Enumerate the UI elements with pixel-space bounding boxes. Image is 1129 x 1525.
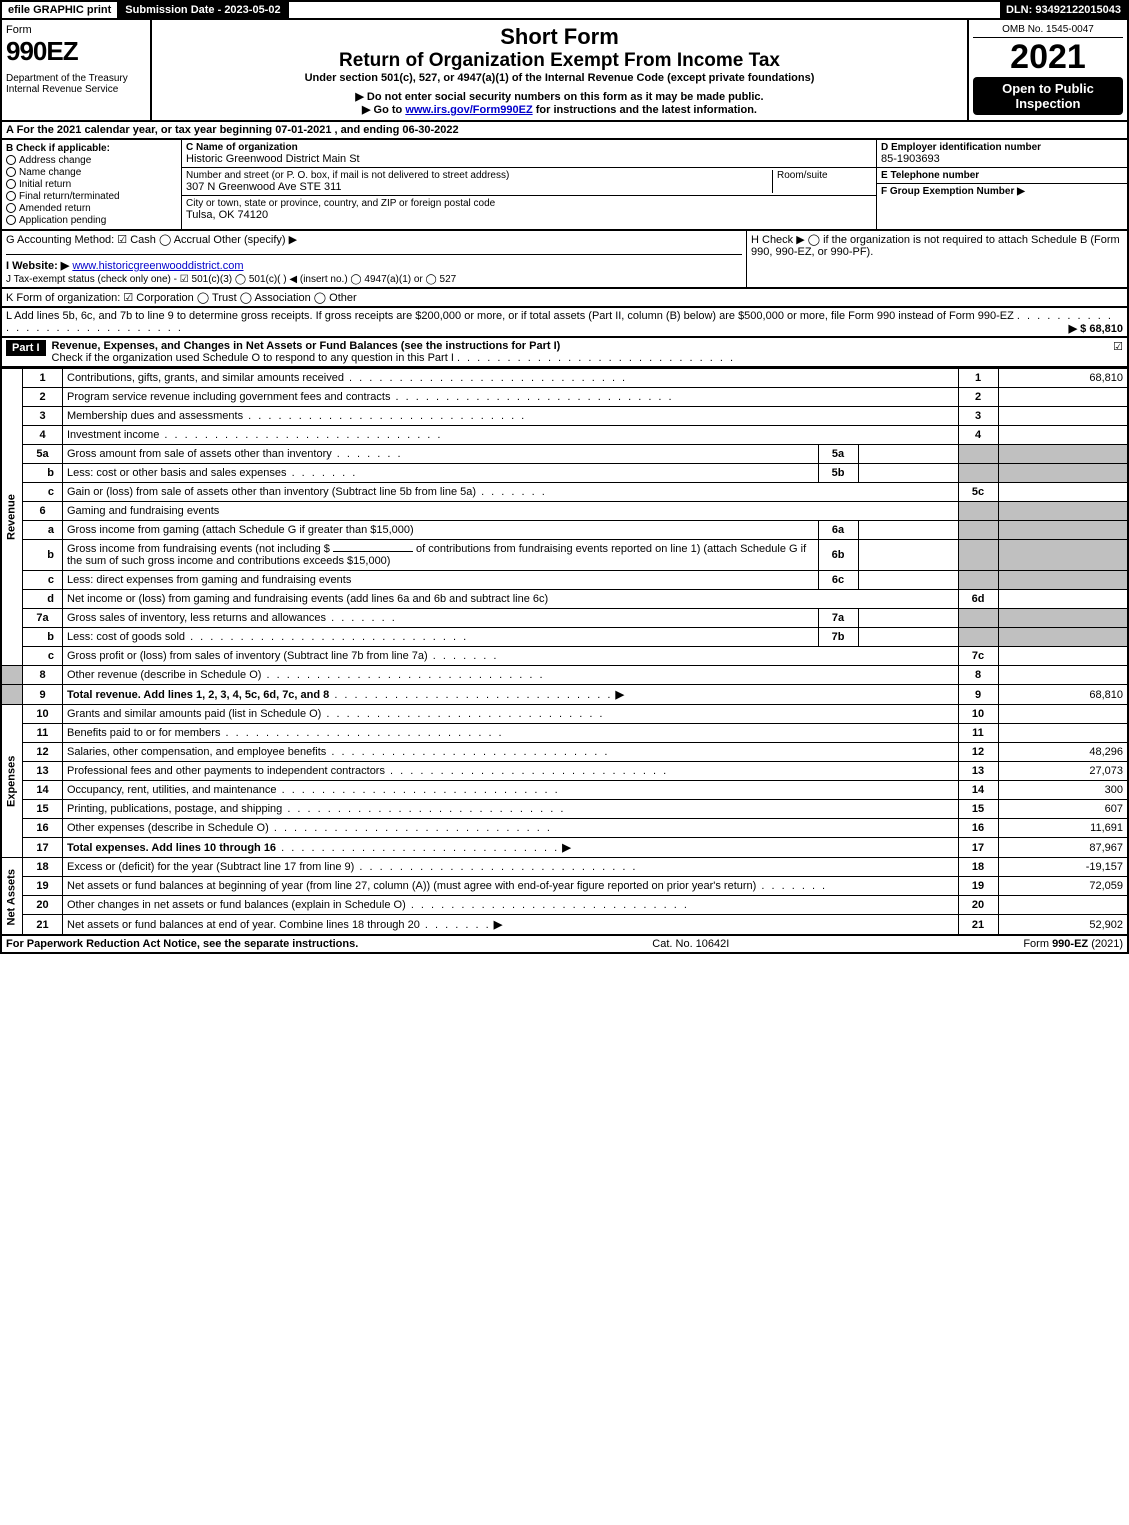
part-1-check[interactable]: ☑ xyxy=(1103,340,1123,353)
b-label: B Check if applicable: xyxy=(6,143,177,154)
j-status: J Tax-exempt status (check only one) - ☑… xyxy=(6,274,742,285)
top-bar: efile GRAPHIC print Submission Date - 20… xyxy=(0,0,1129,20)
table-row: 11 Benefits paid to or for members 11 xyxy=(1,724,1128,743)
table-row: 3 Membership dues and assessments 3 xyxy=(1,407,1128,426)
footer: For Paperwork Reduction Act Notice, see … xyxy=(0,936,1129,954)
section-a: A For the 2021 calendar year, or tax yea… xyxy=(0,122,1129,140)
i-website: I Website: ▶ www.historicgreenwooddistri… xyxy=(6,259,742,272)
note-1: ▶ Do not enter social security numbers o… xyxy=(156,90,963,103)
table-row: Net Assets 18 Excess or (deficit) for th… xyxy=(1,858,1128,877)
part-1-label: Part I xyxy=(6,340,46,356)
financial-table: Revenue 1 Contributions, gifts, grants, … xyxy=(0,368,1129,936)
h-check: H Check ▶ ◯ if the organization is not r… xyxy=(747,231,1127,287)
open-public: Open to Public Inspection xyxy=(973,77,1123,115)
efile-label: efile GRAPHIC print xyxy=(2,2,119,18)
addr-row: Number and street (or P. O. box, if mail… xyxy=(182,168,876,196)
section-b-row: B Check if applicable: Address change Na… xyxy=(0,140,1129,231)
table-row: 6 Gaming and fundraising events xyxy=(1,502,1128,521)
opt-pending[interactable]: Application pending xyxy=(6,215,177,226)
footer-left: For Paperwork Reduction Act Notice, see … xyxy=(6,938,358,950)
title-sub: Under section 501(c), 527, or 4947(a)(1)… xyxy=(156,72,963,84)
website-link[interactable]: www.historicgreenwooddistrict.com xyxy=(72,260,243,272)
table-row: 5a Gross amount from sale of assets othe… xyxy=(1,445,1128,464)
table-row: 21 Net assets or fund balances at end of… xyxy=(1,915,1128,936)
table-row: b Gross income from fundraising events (… xyxy=(1,540,1128,571)
table-row: a Gross income from gaming (attach Sched… xyxy=(1,521,1128,540)
header-right: OMB No. 1545-0047 2021 Open to Public In… xyxy=(967,20,1127,120)
footer-center: Cat. No. 10642I xyxy=(358,938,1023,950)
dln: DLN: 93492122015043 xyxy=(1000,2,1127,18)
opt-initial[interactable]: Initial return xyxy=(6,179,177,190)
form-number: 990EZ xyxy=(6,36,146,67)
irs-link[interactable]: www.irs.gov/Form990EZ xyxy=(405,104,532,116)
section-b: B Check if applicable: Address change Na… xyxy=(2,140,182,229)
table-row: 2 Program service revenue including gove… xyxy=(1,388,1128,407)
table-row: c Gross profit or (loss) from sales of i… xyxy=(1,647,1128,666)
omb: OMB No. 1545-0047 xyxy=(973,24,1123,38)
table-row: 16 Other expenses (describe in Schedule … xyxy=(1,819,1128,838)
g-left: G Accounting Method: ☑ Cash ◯ Accrual Ot… xyxy=(2,231,747,287)
table-row: 7a Gross sales of inventory, less return… xyxy=(1,609,1128,628)
d-ein: D Employer identification number 85-1903… xyxy=(877,140,1127,168)
revenue-label: Revenue xyxy=(1,369,23,666)
g-accounting: G Accounting Method: ☑ Cash ◯ Accrual Ot… xyxy=(6,233,742,255)
e-phone: E Telephone number xyxy=(877,168,1127,184)
opt-amended[interactable]: Amended return xyxy=(6,203,177,214)
form-word: Form xyxy=(6,24,146,36)
table-row: c Less: direct expenses from gaming and … xyxy=(1,571,1128,590)
table-row: 14 Occupancy, rent, utilities, and maint… xyxy=(1,781,1128,800)
opt-name[interactable]: Name change xyxy=(6,167,177,178)
footer-right: Form 990-EZ (2021) xyxy=(1023,938,1123,950)
table-row: d Net income or (loss) from gaming and f… xyxy=(1,590,1128,609)
header-left: Form 990EZ Department of the Treasury In… xyxy=(2,20,152,120)
row-k: K Form of organization: ☑ Corporation ◯ … xyxy=(0,289,1129,308)
opt-final[interactable]: Final return/terminated xyxy=(6,191,177,202)
tax-year: 2021 xyxy=(973,38,1123,77)
table-row: 19 Net assets or fund balances at beginn… xyxy=(1,877,1128,896)
title-main: Return of Organization Exempt From Incom… xyxy=(156,50,963,72)
c-name: C Name of organization Historic Greenwoo… xyxy=(182,140,876,168)
table-row: Expenses 10 Grants and similar amounts p… xyxy=(1,705,1128,724)
table-row: 8 Other revenue (describe in Schedule O)… xyxy=(1,666,1128,685)
row-g: G Accounting Method: ☑ Cash ◯ Accrual Ot… xyxy=(0,231,1129,289)
part-1-header: Part I Revenue, Expenses, and Changes in… xyxy=(0,338,1129,368)
title-short: Short Form xyxy=(156,24,963,50)
table-row: Revenue 1 Contributions, gifts, grants, … xyxy=(1,369,1128,388)
form-header: Form 990EZ Department of the Treasury In… xyxy=(0,20,1129,122)
table-row: 4 Investment income 4 xyxy=(1,426,1128,445)
table-row: c Gain or (loss) from sale of assets oth… xyxy=(1,483,1128,502)
right-col: D Employer identification number 85-1903… xyxy=(877,140,1127,229)
table-row: 20 Other changes in net assets or fund b… xyxy=(1,896,1128,915)
opt-address[interactable]: Address change xyxy=(6,155,177,166)
expenses-label: Expenses xyxy=(1,705,23,858)
table-row: 13 Professional fees and other payments … xyxy=(1,762,1128,781)
table-row: b Less: cost or other basis and sales ex… xyxy=(1,464,1128,483)
table-row: 12 Salaries, other compensation, and emp… xyxy=(1,743,1128,762)
table-row: 17 Total expenses. Add lines 10 through … xyxy=(1,838,1128,858)
table-row: b Less: cost of goods sold 7b xyxy=(1,628,1128,647)
submission-date: Submission Date - 2023-05-02 xyxy=(119,2,288,18)
dept-label: Department of the Treasury Internal Reve… xyxy=(6,73,146,95)
netassets-label: Net Assets xyxy=(1,858,23,936)
f-group: F Group Exemption Number ▶ xyxy=(877,184,1127,199)
table-row: 15 Printing, publications, postage, and … xyxy=(1,800,1128,819)
org-block: C Name of organization Historic Greenwoo… xyxy=(182,140,877,229)
note-2: ▶ Go to www.irs.gov/Form990EZ for instru… xyxy=(156,103,963,116)
city-row: City or town, state or province, country… xyxy=(182,196,876,223)
table-row: 9 Total revenue. Add lines 1, 2, 3, 4, 5… xyxy=(1,685,1128,705)
header-center: Short Form Return of Organization Exempt… xyxy=(152,20,967,120)
row-l: L Add lines 5b, 6c, and 7b to line 9 to … xyxy=(0,308,1129,338)
